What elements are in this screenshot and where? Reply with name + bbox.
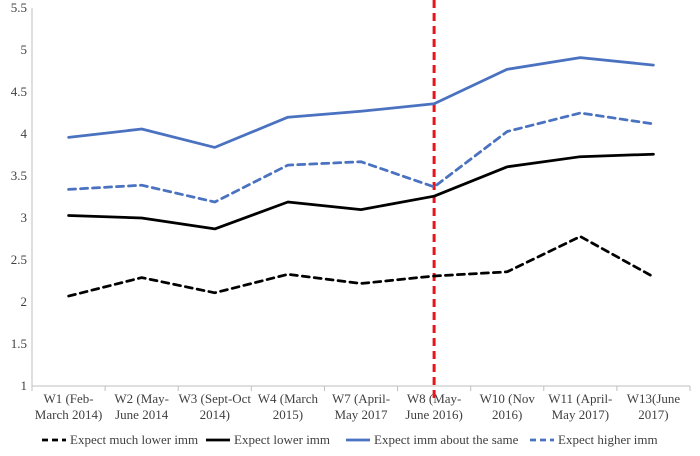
- x-tick-label: W10 (Nov 2016): [480, 391, 536, 422]
- x-tick-label-line: 2017): [638, 407, 668, 422]
- y-tick-label: 4.5: [11, 84, 27, 99]
- x-tick-label: W13(June 2017): [627, 391, 681, 422]
- x-tick-label: W3 (Sept-Oct 2014): [178, 391, 251, 422]
- x-tick-label-line: W13(June: [627, 391, 681, 406]
- x-tick-label: W7 (April-May 2017: [332, 391, 390, 422]
- series-group: [67, 56, 655, 298]
- x-tick-label-line: 2015): [273, 407, 303, 422]
- series-line-1: [67, 152, 655, 231]
- y-tick-label: 3: [21, 210, 28, 225]
- y-tick-label: 4: [21, 126, 28, 141]
- x-tick-label: W8 (May-June 2016): [405, 391, 462, 422]
- x-tick-label-line: W8 (May-: [407, 391, 462, 406]
- x-tick-label: W11 (April-May 2017): [548, 391, 612, 422]
- x-tick-label-line: W7 (April-: [332, 391, 390, 406]
- legend-label: Expect imm about the same: [374, 432, 519, 447]
- x-tick-label-line: March 2014): [35, 407, 103, 422]
- y-tick-label: 5.5: [11, 0, 27, 15]
- x-tick-label-line: 2014): [200, 407, 230, 422]
- x-tick-label-line: June 2014: [115, 407, 169, 422]
- x-tick-label-line: W3 (Sept-Oct: [178, 391, 251, 406]
- y-tick-label: 1: [21, 378, 28, 393]
- legend-label: Expect higher imm: [558, 432, 658, 447]
- x-tick-label-line: W10 (Nov: [480, 391, 536, 406]
- legend: Expect much lower imm Expect lower imm Exp…: [42, 432, 658, 447]
- series-line-0: [67, 235, 655, 298]
- x-tick-label-line: W1 (Feb-: [43, 391, 93, 406]
- x-tick-label-line: W4 (March: [258, 391, 319, 406]
- x-tick-label: W4 (March 2015): [258, 391, 319, 422]
- y-tick-label: 5: [21, 42, 28, 57]
- y-tick-label: 2: [21, 294, 28, 309]
- series-line-2: [67, 56, 655, 149]
- y-tick-label: 1.5: [11, 336, 27, 351]
- x-tick-label-line: June 2016): [405, 407, 462, 422]
- legend-label: Expect much lower imm: [70, 432, 198, 447]
- y-tick-label: 3.5: [11, 168, 27, 183]
- legend-label: Expect lower imm: [234, 432, 330, 447]
- x-tick-label-line: May 2017: [334, 407, 388, 422]
- x-tick-label-line: W11 (April-: [548, 391, 612, 406]
- x-tick-label-line: W2 (May-: [114, 391, 169, 406]
- x-tick-label-line: 2016): [492, 407, 522, 422]
- x-tick-label-line: May 2017): [552, 407, 609, 422]
- series-line-3: [67, 111, 655, 204]
- x-tick-label: W2 (May-June 2014: [114, 391, 169, 422]
- y-tick-label: 2.5: [11, 252, 27, 267]
- x-tick-label: W1 (Feb-March 2014): [35, 391, 103, 422]
- axes: 11.522.533.544.555.5W1 (Feb-March 2014)W…: [11, 0, 691, 422]
